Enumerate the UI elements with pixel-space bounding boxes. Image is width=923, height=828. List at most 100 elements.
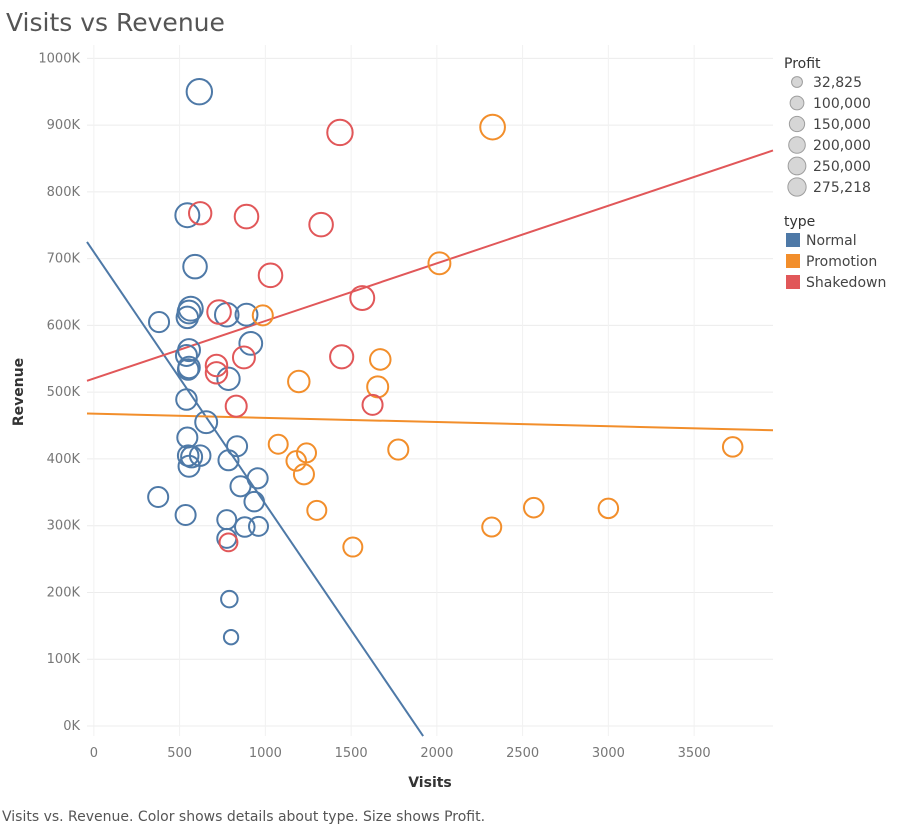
data-point-promotion[interactable] [267,433,289,455]
data-point-normal[interactable] [216,366,241,391]
data-point-normal[interactable] [216,509,238,531]
y-tick-label: 400K [47,452,81,467]
x-axis-ticks: 0 500 1000 1500 2000 2500 3000 3500 [90,746,711,761]
size-legend-label: 32,825 [813,75,862,91]
data-point-normal[interactable] [229,475,252,498]
size-legend-circle [788,136,806,154]
y-tick-label: 800K [47,185,81,200]
size-legend-label: 250,000 [813,159,871,175]
data-point-shakedown[interactable] [188,201,213,226]
size-legend: Profit 32,825 100,000 150,000 200,000 250,00… [784,56,871,197]
data-point-normal[interactable] [248,515,269,537]
data-point-normal[interactable] [226,435,249,458]
x-tick-label: 1500 [335,746,368,761]
y-tick-label: 0K [63,719,80,734]
data-point-promotion[interactable] [387,438,410,461]
data-point-promotion[interactable] [481,516,503,538]
x-tick-label: 2500 [506,746,539,761]
data-point-normal[interactable] [148,311,171,334]
y-tick-label: 500K [47,385,81,400]
chart-caption: Visits vs. Revenue. Color shows details … [2,809,486,825]
data-point-shakedown[interactable] [233,203,260,230]
data-point-shakedown[interactable] [361,393,384,416]
data-point-normal[interactable] [174,503,197,527]
data-point-promotion[interactable] [292,463,315,486]
data-point-shakedown[interactable] [204,361,229,385]
data-point-promotion[interactable] [522,496,545,519]
x-tick-label: 2000 [420,746,453,761]
data-point-promotion[interactable] [251,304,274,327]
y-tick-label: 300K [47,519,81,534]
data-point-shakedown[interactable] [231,345,256,370]
size-legend-circle [787,177,807,197]
x-tick-label: 3000 [592,746,625,761]
data-point-shakedown[interactable] [204,353,229,378]
color-legend-label: Shakedown [806,275,886,291]
data-point-normal[interactable] [175,388,198,411]
x-tick-label: 0 [90,746,98,761]
size-legend-label: 150,000 [813,117,871,133]
data-point-shakedown[interactable] [257,262,284,289]
y-tick-label: 1000K [38,51,80,66]
size-legend-circle [791,76,803,88]
data-point-normal[interactable] [180,445,204,469]
data-point-shakedown[interactable] [349,285,376,312]
size-legend-label: 100,000 [813,96,871,112]
y-tick-label: 700K [47,252,81,267]
size-legend-circle [787,156,807,176]
data-point-promotion[interactable] [479,113,506,141]
x-axis-title: Visits [408,775,452,791]
data-point-normal[interactable] [220,589,239,609]
x-tick-label: 500 [167,746,192,761]
data-point-promotion[interactable] [287,369,311,394]
data-point-normal[interactable] [174,343,198,367]
y-tick-label: 200K [47,585,81,600]
data-point-normal[interactable] [182,253,208,280]
size-legend-label: 200,000 [813,138,871,154]
data-points[interactable] [147,78,744,646]
x-tick-label: 3500 [678,746,711,761]
x-tick-label: 1000 [249,746,282,761]
scatter-chart[interactable]: 0K 100K 200K 300K 400K 500K 600K 700K 800K 900K 10… [0,0,923,800]
size-legend-circle [788,115,806,133]
trend-lines [86,149,774,737]
data-point-normal[interactable] [174,202,201,229]
data-point-normal[interactable] [222,629,240,646]
data-point-shakedown[interactable] [326,118,354,147]
data-point-promotion[interactable] [721,436,744,458]
data-point-normal[interactable] [238,331,264,356]
data-point-normal[interactable] [175,305,200,330]
color-legend-label: Normal [806,233,857,249]
data-point-normal[interactable] [185,78,214,106]
data-point-promotion[interactable] [597,497,620,520]
data-point-shakedown[interactable] [329,344,355,370]
data-point-normal[interactable] [234,302,259,327]
data-point-normal[interactable] [176,358,200,381]
data-point-normal[interactable] [177,454,201,478]
trend-line-shakedown [86,149,774,382]
color-legend-swatch [786,233,800,247]
data-point-normal[interactable] [147,485,170,509]
color-legend: type Normal Promotion Shakedown [784,214,886,291]
color-legend-swatch [786,275,800,289]
color-legend-title: type [784,214,815,230]
grid [87,45,773,736]
color-legend-label: Promotion [806,254,877,270]
data-point-normal[interactable] [194,410,219,435]
data-point-promotion[interactable] [427,251,452,276]
y-axis-ticks: 0K 100K 200K 300K 400K 500K 600K 700K 800K 900K 10… [38,51,80,734]
data-point-promotion[interactable] [306,499,328,521]
data-point-shakedown[interactable] [206,299,232,325]
size-legend-label: 275,218 [813,180,871,196]
data-point-shakedown[interactable] [218,532,239,553]
data-point-normal[interactable] [234,516,256,538]
data-point-normal[interactable] [217,449,240,472]
size-legend-circle [789,95,805,111]
data-point-normal[interactable] [243,490,265,513]
data-point-shakedown[interactable] [224,394,248,418]
data-point-shakedown[interactable] [308,211,334,238]
trend-line-promotion [86,412,774,432]
data-point-promotion[interactable] [342,536,364,558]
data-point-promotion[interactable] [285,450,307,472]
data-point-promotion[interactable] [368,348,392,371]
